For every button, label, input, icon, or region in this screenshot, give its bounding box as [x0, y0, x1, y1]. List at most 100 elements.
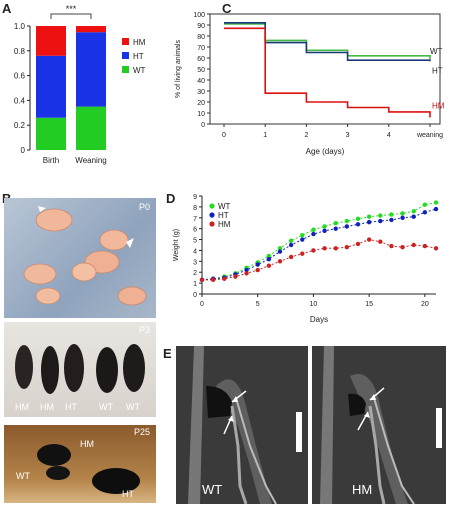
photo-p3-pups: P3 HM HM HT WT WT — [4, 322, 156, 417]
d-x-axis-label: Days — [310, 315, 328, 324]
d-point-ht — [277, 249, 283, 254]
d-point-ht — [355, 222, 361, 227]
d-point-wt — [311, 227, 316, 232]
d-point-wt — [378, 213, 383, 218]
c-y-tick-label: 20 — [197, 100, 205, 107]
d-point-ht — [411, 214, 416, 219]
photo-p25-label-hm: HM — [80, 439, 94, 449]
d-point-wt — [366, 214, 372, 219]
a-legend-label: HT — [133, 52, 144, 61]
a-legend-swatch — [122, 52, 129, 59]
d-series-line-hm — [202, 239, 437, 281]
c-series-label-hm: HM — [432, 101, 445, 110]
c-x-tick-label: 0 — [222, 132, 226, 139]
d-point-ht — [378, 218, 383, 224]
c-y-axis-label: % of living animals — [175, 40, 182, 98]
d-point-ht — [255, 262, 260, 267]
d-point-hm — [210, 277, 216, 283]
c-series-line-wt — [224, 23, 431, 60]
chart-c-survival: 0 10 20 30 40 50 60 70 80 90 100 0 1 2 3 4 weaning Age (d… — [175, 12, 445, 156]
a-bar-segment-wt — [36, 117, 66, 150]
d-point-ht — [422, 210, 428, 215]
photo-p3-label-3: HT — [65, 402, 77, 412]
photo-p25-label-ht: HT — [122, 489, 134, 499]
c-y-tick-label: 0 — [201, 122, 205, 129]
c-series-line-hm — [224, 27, 431, 118]
d-point-hm — [199, 277, 205, 283]
d-y-tick-label: 5 — [193, 238, 197, 245]
photo-p0-drawing — [23, 206, 147, 306]
d-y-tick-label: 8 — [193, 205, 197, 212]
d-point-ht — [389, 217, 394, 223]
a-y-tick-label: 1.0 — [14, 22, 26, 31]
d-point-ht — [311, 231, 316, 237]
c-x-tick-label: 4 — [387, 132, 391, 139]
d-point-ht — [366, 219, 372, 225]
d-point-wt — [411, 209, 416, 214]
c-y-tick-label: 30 — [197, 89, 205, 96]
photo-p3-label-5: WT — [126, 402, 140, 412]
c-y-tick-label: 90 — [197, 23, 205, 30]
c-y-tick-label: 60 — [197, 56, 205, 63]
c-x-tick-label: 2 — [304, 132, 308, 139]
d-y-axis-label: Weight (g) — [173, 229, 180, 261]
panel-letter-d: D — [166, 191, 176, 206]
c-series-label-ht: HT — [432, 66, 443, 75]
d-point-hm — [311, 248, 316, 253]
a-legend-swatch — [122, 38, 129, 45]
d-point-wt — [300, 233, 305, 238]
c-y-tick-label: 80 — [197, 34, 205, 41]
a-y-tick-label: 0.2 — [14, 121, 26, 130]
xray-wt: WT — [176, 346, 308, 504]
d-x-tick-label: 5 — [256, 301, 260, 308]
d-legend-marker — [209, 221, 215, 227]
c-y-tick-label: 100 — [193, 12, 205, 19]
d-series-line-wt — [201, 202, 437, 281]
d-point-wt — [344, 218, 350, 224]
xray-wt-drawing — [176, 346, 308, 504]
a-significance-bracket — [50, 13, 92, 19]
d-point-hm — [400, 244, 405, 250]
d-legend-marker — [209, 203, 215, 209]
d-point-ht — [333, 226, 338, 231]
xray-hm: HM — [312, 346, 446, 504]
d-legend-label: WT — [218, 202, 231, 211]
d-y-tick-label: 0 — [193, 292, 197, 299]
d-point-hm — [300, 251, 305, 256]
a-y-tick-label: 0.8 — [14, 47, 26, 56]
photo-p3-stage-label: P3 — [138, 325, 150, 335]
d-x-tick-label: 20 — [421, 301, 429, 308]
d-y-tick-label: 3 — [193, 259, 197, 266]
a-y-tick-label: 0 — [21, 146, 26, 155]
d-point-ht — [344, 224, 350, 229]
photo-p25-stage-label: P25 — [133, 427, 150, 437]
xray-wt-label: WT — [202, 482, 223, 497]
a-bar-segment-ht — [36, 55, 66, 118]
photo-p0-pups: P0 — [4, 198, 156, 318]
c-y-tick-label: 50 — [197, 67, 205, 74]
a-category-label: Birth — [43, 156, 59, 165]
d-x-tick-label: 15 — [365, 301, 373, 308]
c-x-axis-label: Age (days) — [306, 147, 345, 156]
a-significance-label: *** — [66, 4, 77, 14]
d-point-wt — [433, 200, 439, 205]
a-bar-segment-ht — [76, 32, 106, 107]
d-point-ht — [266, 256, 272, 262]
d-y-tick-label: 9 — [193, 194, 197, 201]
c-plot-frame — [209, 13, 441, 125]
photo-p0-stage-label: P0 — [138, 202, 150, 212]
d-x-tick-label: 0 — [200, 301, 204, 308]
d-point-hm — [277, 259, 283, 264]
xray-hm-drawing — [312, 346, 446, 504]
panel-letter-e: E — [163, 346, 172, 361]
d-point-hm — [378, 239, 383, 244]
photo-p25-label-wt: WT — [16, 471, 30, 481]
c-x-tick-label: 1 — [263, 132, 267, 139]
d-x-tick-label: 10 — [310, 301, 318, 308]
d-point-ht — [300, 237, 305, 242]
d-point-ht — [288, 242, 294, 248]
d-point-ht — [400, 215, 405, 220]
d-point-wt — [322, 224, 327, 229]
c-x-tick-label: weaning — [416, 132, 443, 139]
